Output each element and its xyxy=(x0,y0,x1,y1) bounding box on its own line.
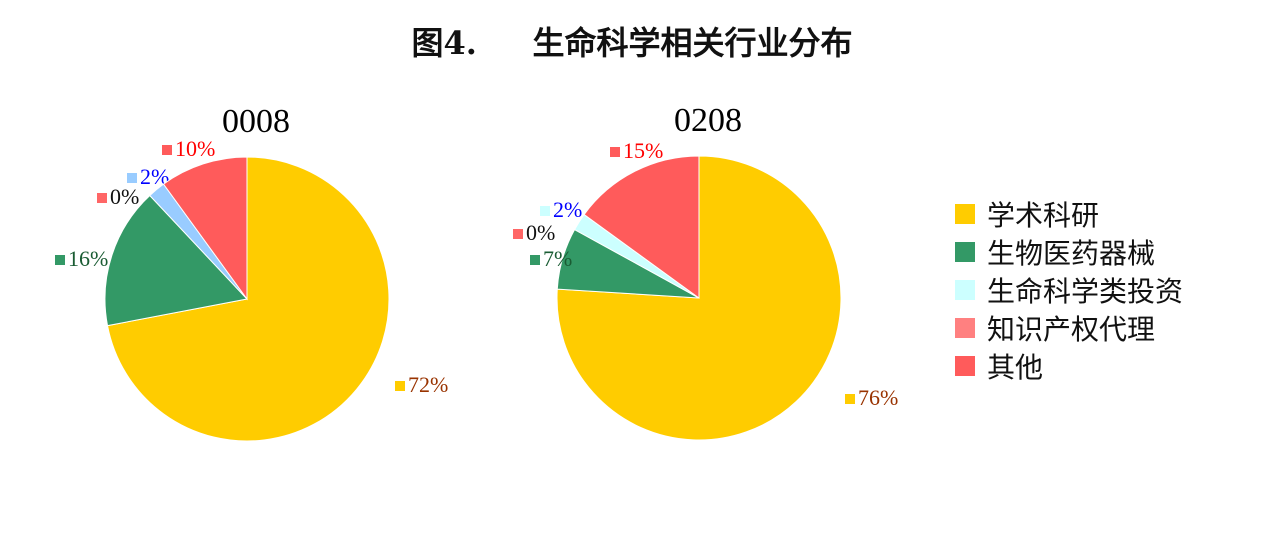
pie-title: 0208 xyxy=(674,102,742,139)
legend-item: 其他 xyxy=(955,347,1183,385)
legend-label: 知识产权代理 xyxy=(987,313,1156,346)
legend-swatch xyxy=(955,356,975,376)
legend-label: 生命科学类投资 xyxy=(987,275,1184,308)
data-label-marker xyxy=(845,394,855,404)
legend-label: 生物医药器械 xyxy=(987,237,1156,270)
legend-label: 其他 xyxy=(987,351,1044,384)
data-label-marker xyxy=(162,145,172,155)
data-label: 15% xyxy=(623,138,663,163)
data-label: 0% xyxy=(526,220,555,245)
legend-swatch xyxy=(955,280,975,300)
legend-item: 生物医药器械 xyxy=(955,233,1183,271)
data-label: 0% xyxy=(110,184,139,209)
data-label: 2% xyxy=(553,197,582,222)
data-label: 7% xyxy=(543,246,572,271)
data-label-marker xyxy=(530,255,540,265)
legend-item: 知识产权代理 xyxy=(955,309,1183,347)
data-label-marker xyxy=(127,173,137,183)
pie-slice xyxy=(556,155,842,441)
data-label: 76% xyxy=(858,385,898,410)
legend-swatch xyxy=(955,204,975,224)
pie-slice xyxy=(162,156,248,301)
legend-item: 生命科学类投资 xyxy=(955,271,1183,309)
data-label: 10% xyxy=(175,136,215,161)
data-label-marker xyxy=(610,147,620,157)
figure-title: 图4. 生命科学相关行业分布 xyxy=(411,24,853,62)
pie-slice xyxy=(104,194,248,327)
data-label: 16% xyxy=(68,246,108,271)
data-label-marker xyxy=(97,193,107,203)
data-label: 72% xyxy=(408,372,448,397)
legend-swatch xyxy=(955,242,975,262)
pie-title: 0008 xyxy=(222,103,290,140)
legend: 学术科研 生物医药器械 生命科学类投资 知识产权代理 其他 xyxy=(955,195,1183,385)
data-label-marker xyxy=(540,206,550,216)
legend-swatch xyxy=(955,318,975,338)
data-label-marker xyxy=(513,229,523,239)
legend-label: 学术科研 xyxy=(987,199,1100,232)
data-label-marker xyxy=(395,381,405,391)
pie-slice xyxy=(583,155,700,299)
data-label-marker xyxy=(55,255,65,265)
legend-item: 学术科研 xyxy=(955,195,1183,233)
pie-slice xyxy=(106,156,390,442)
